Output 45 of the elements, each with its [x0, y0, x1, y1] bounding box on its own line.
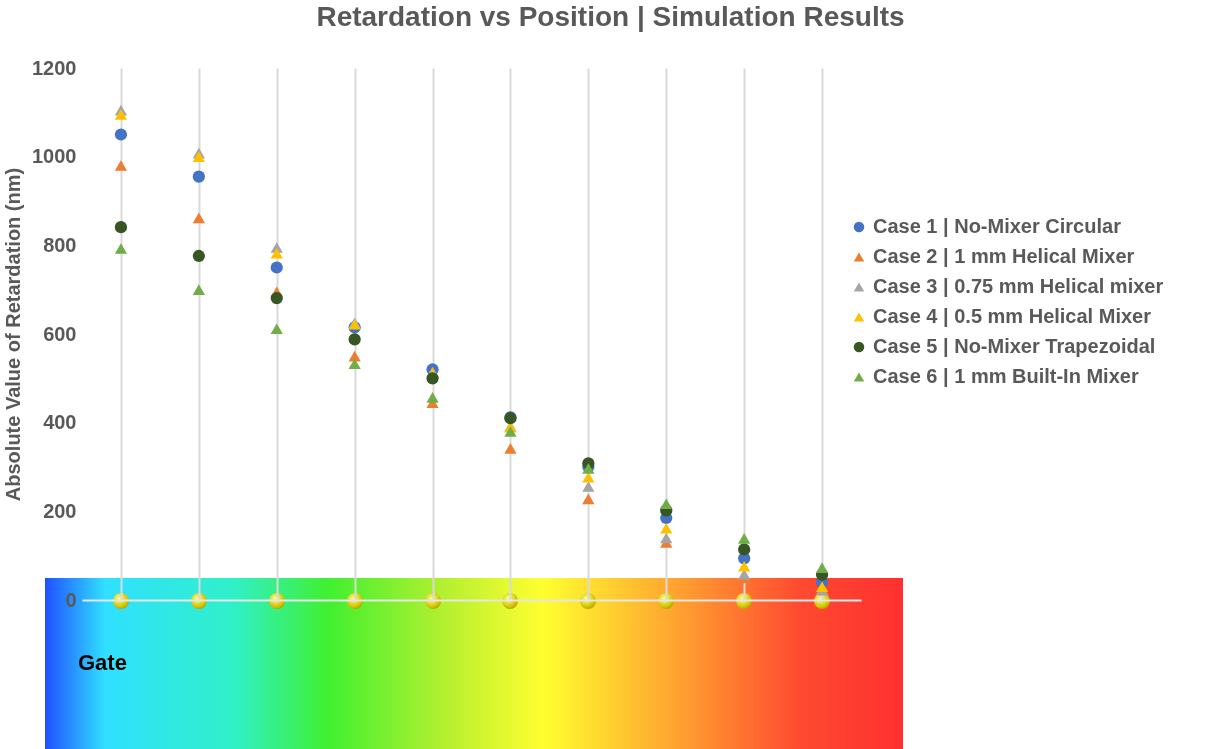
point — [270, 291, 283, 305]
legend-label: Case 1 | No-Mixer Circular — [873, 215, 1122, 237]
point — [660, 532, 673, 544]
legend-label: Case 4 | 0.5 mm Helical Mixer — [873, 305, 1152, 327]
text: Gate — [78, 650, 127, 676]
legend-label: Case 2 | 1 mm Helical Mixer — [873, 245, 1135, 267]
point — [192, 151, 205, 162]
point — [815, 562, 829, 573]
y-tick-label: 600 — [43, 322, 77, 345]
point — [192, 249, 205, 263]
point — [738, 533, 751, 544]
point — [426, 372, 439, 385]
point — [582, 481, 595, 492]
point — [192, 212, 205, 224]
point — [426, 392, 439, 403]
y-tick-label: 800 — [43, 233, 77, 256]
point — [738, 543, 751, 556]
point — [660, 498, 673, 510]
y-tick-label: 0 — [65, 588, 77, 611]
y-tick-label: 400 — [43, 411, 77, 434]
y-tick-label: 200 — [43, 499, 77, 522]
point — [114, 128, 128, 141]
y-tick-label: 1000 — [32, 145, 77, 168]
point — [738, 561, 751, 572]
point — [270, 248, 283, 259]
point — [348, 333, 361, 346]
point — [504, 426, 517, 437]
point — [270, 261, 283, 274]
point — [114, 109, 128, 120]
point — [504, 443, 517, 454]
y-tick-label: 1200 — [32, 56, 77, 79]
point — [192, 170, 205, 183]
chart-title: Retardation vs Position | Simulation Results — [316, 1, 905, 32]
point — [660, 522, 673, 534]
point — [114, 243, 128, 254]
point — [582, 493, 595, 505]
point — [114, 160, 128, 171]
point — [192, 284, 205, 295]
point — [114, 221, 128, 234]
legend-label: Case 5 | No-Mixer Trapezoidal — [873, 335, 1156, 357]
point — [348, 358, 361, 370]
legend-label: Case 3 | 0.75 mm Helical mixer — [873, 275, 1164, 297]
legend-label: Case 6 | 1 mm Built-In Mixer — [873, 365, 1139, 387]
point — [270, 323, 283, 334]
y-axis-title: Absolute Value of Retardation (nm) — [2, 167, 25, 502]
